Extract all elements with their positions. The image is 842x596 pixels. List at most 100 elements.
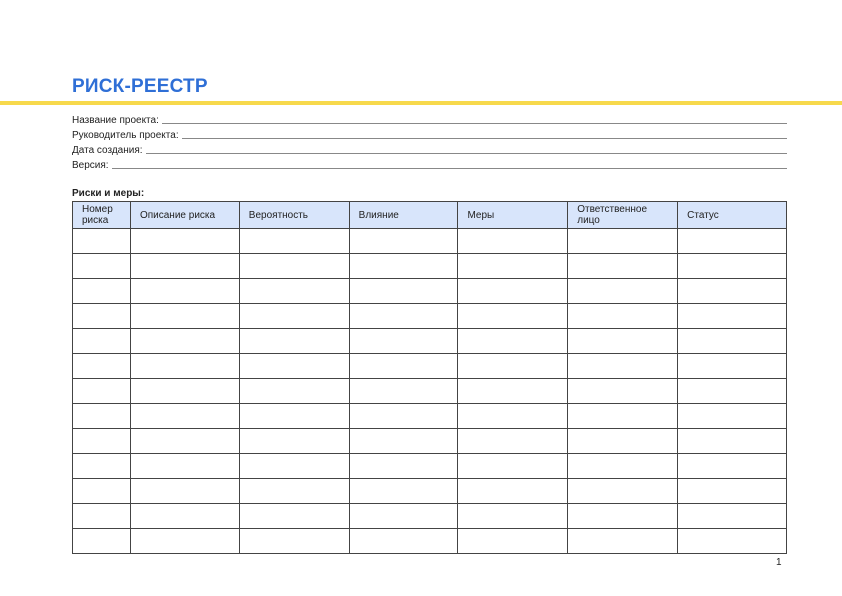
table-cell[interactable] [129,328,240,354]
table-cell[interactable] [238,428,350,454]
table-cell[interactable] [567,278,679,304]
table-cell[interactable] [567,328,679,354]
table-cell[interactable] [238,378,350,404]
table-cell[interactable] [238,403,350,429]
table-cell[interactable] [567,303,679,329]
table-cell[interactable] [129,403,240,429]
table-cell[interactable] [129,503,240,529]
table-cell[interactable] [238,253,350,279]
table-cell[interactable] [567,428,679,454]
table-cell[interactable] [72,303,131,329]
field-blank[interactable] [161,123,787,124]
table-cell[interactable] [677,328,787,354]
table-cell[interactable] [72,478,131,504]
field-project-name: Название проекта: [72,112,787,126]
table-cell[interactable] [348,528,459,554]
table-cell[interactable] [72,328,131,354]
table-cell[interactable] [72,378,131,404]
table-cell[interactable] [677,528,787,554]
table-cell[interactable] [129,228,240,254]
table-cell[interactable] [677,378,787,404]
table-cell[interactable] [348,303,459,329]
table-cell[interactable] [238,453,350,479]
table-cell[interactable] [677,303,787,329]
table-cell[interactable] [457,403,569,429]
field-blank[interactable] [181,138,787,139]
table-cell[interactable] [348,453,459,479]
table-cell[interactable] [677,278,787,304]
table-cell[interactable] [348,503,459,529]
table-cell[interactable] [457,528,569,554]
table-cell[interactable] [677,228,787,254]
field-blank[interactable] [145,153,787,154]
table-cell[interactable] [457,328,569,354]
table-cell[interactable] [677,403,787,429]
table-cell[interactable] [238,303,350,329]
table-cell[interactable] [72,228,131,254]
table-cell[interactable] [238,228,350,254]
table-cell[interactable] [72,453,131,479]
table-cell[interactable] [238,478,350,504]
table-cell[interactable] [72,403,131,429]
field-label: Руководитель проекта: [72,130,179,141]
table-cell[interactable] [457,478,569,504]
table-cell[interactable] [457,303,569,329]
table-cell[interactable] [72,253,131,279]
table-cell[interactable] [457,353,569,379]
table-cell[interactable] [129,428,240,454]
table-row [72,328,787,354]
table-cell[interactable] [348,353,459,379]
table-cell[interactable] [457,503,569,529]
table-cell[interactable] [567,453,679,479]
table-cell[interactable] [129,478,240,504]
table-cell[interactable] [677,478,787,504]
table-cell[interactable] [457,428,569,454]
table-cell[interactable] [129,353,240,379]
table-cell[interactable] [567,528,679,554]
table-cell[interactable] [72,278,131,304]
table-cell[interactable] [348,328,459,354]
table-cell[interactable] [72,353,131,379]
table-cell[interactable] [567,228,679,254]
table-cell[interactable] [567,378,679,404]
table-cell[interactable] [348,228,459,254]
table-cell[interactable] [129,278,240,304]
table-cell[interactable] [348,428,459,454]
table-cell[interactable] [348,478,459,504]
yellow-divider [0,101,842,105]
table-cell[interactable] [677,428,787,454]
table-cell[interactable] [567,353,679,379]
table-cell[interactable] [238,353,350,379]
table-cell[interactable] [348,378,459,404]
table-cell[interactable] [129,253,240,279]
table-cell[interactable] [72,503,131,529]
table-cell[interactable] [348,278,459,304]
table-cell[interactable] [129,378,240,404]
field-blank[interactable] [111,168,787,169]
table-cell[interactable] [457,253,569,279]
table-cell[interactable] [567,478,679,504]
table-cell[interactable] [677,503,787,529]
table-cell[interactable] [129,303,240,329]
field-label: Дата создания: [72,145,143,156]
table-cell[interactable] [238,328,350,354]
table-cell[interactable] [567,503,679,529]
table-cell[interactable] [457,378,569,404]
table-cell[interactable] [238,278,350,304]
table-cell[interactable] [348,253,459,279]
table-cell[interactable] [567,403,679,429]
table-cell[interactable] [129,453,240,479]
table-cell[interactable] [457,278,569,304]
table-cell[interactable] [677,353,787,379]
table-cell[interactable] [72,428,131,454]
table-cell[interactable] [457,228,569,254]
table-cell[interactable] [457,453,569,479]
table-cell[interactable] [72,528,131,554]
table-cell[interactable] [677,453,787,479]
table-cell[interactable] [129,528,240,554]
table-cell[interactable] [348,403,459,429]
table-cell[interactable] [677,253,787,279]
table-cell[interactable] [238,503,350,529]
table-cell[interactable] [567,253,679,279]
table-cell[interactable] [238,528,350,554]
